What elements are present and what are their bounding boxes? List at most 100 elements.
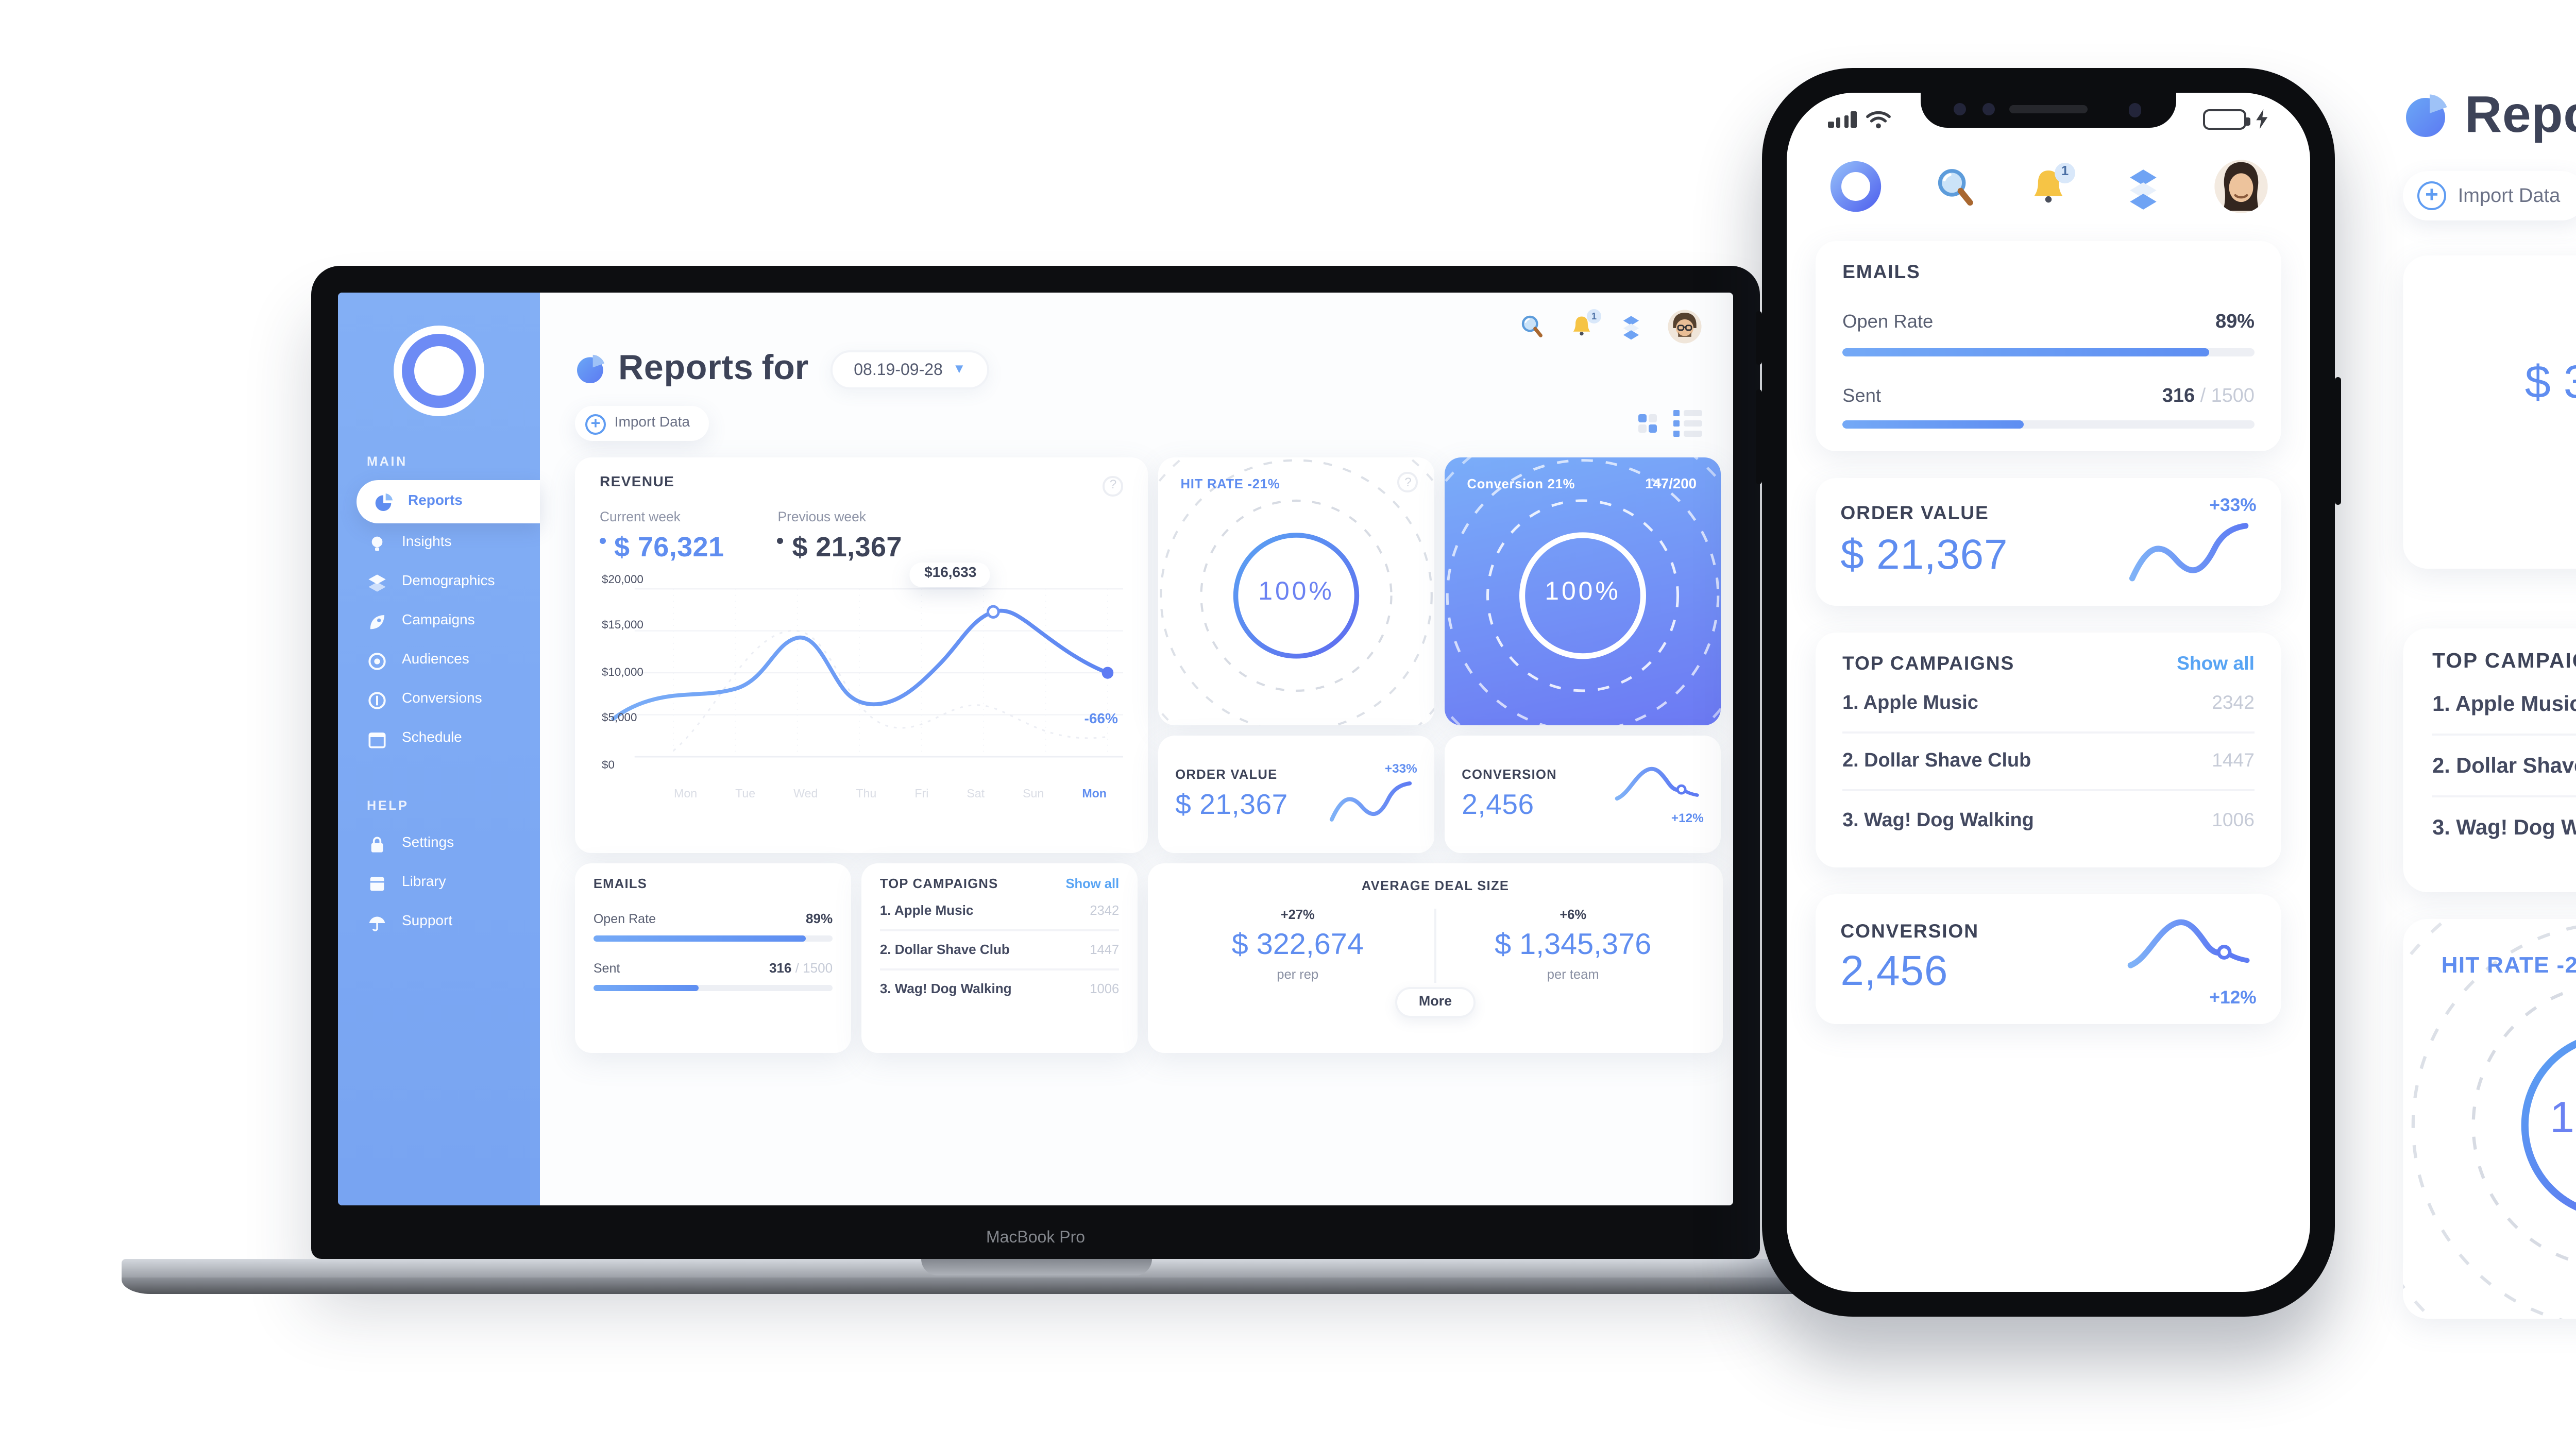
date-range-value: 08.19-09-28 [854,360,943,378]
page-title: Reports [2465,86,2576,143]
sidebar-item-reports[interactable]: Reports [357,480,540,523]
sidebar-item-schedule[interactable]: Schedule [338,719,540,758]
help-icon[interactable]: ? [1398,472,1418,492]
open-rate-progress [593,935,833,942]
import-data-button[interactable]: + Import Data [2403,171,2576,220]
top-campaigns-title: TOP CAMPAIGNS [879,878,998,893]
sidebar-item-insights[interactable]: Insights [338,523,540,563]
sent-progress [593,985,833,991]
more-button[interactable]: More [1396,987,1475,1017]
target-icon [367,650,387,671]
sent-progress [1842,421,2255,430]
lock-icon [367,833,387,854]
sidebar-item-demographics[interactable]: Demographics [338,563,540,602]
open-rate-label: Open Rate [1842,311,1934,332]
sparkline-wave [2129,523,2248,582]
sidebar-item-label: Campaigns [402,614,475,628]
panel-toolbar: + Import Data [2403,171,2576,220]
previous-week-value: $ 21,367 [792,531,902,562]
order-value-amount: $ 21,367 [1175,788,1288,820]
toolbar: + Import Data [575,406,1702,441]
sidebar-item-library[interactable]: Library [338,863,540,902]
sidebar-item-campaigns[interactable]: Campaigns [338,602,540,641]
search-icon[interactable] [1519,312,1546,339]
pie-chart-icon [577,354,605,383]
laptop-screen: MAIN Reports Insights Demographics [338,293,1733,1205]
cards-grid: REVENUE ? Current week $ 76,321 Previous… [575,457,1723,853]
top-campaigns-card: TOP CAMPAIGNS Show all 1. Apple Music234… [2403,628,2576,892]
conversion-amount: 2,456 [1462,788,1534,820]
legend-dot-previous [777,537,784,543]
search-icon[interactable] [1932,164,1977,209]
order-value-delta: +33% [1384,761,1417,776]
previous-week-label: Previous week [777,510,866,525]
wifi-icon [1866,111,1891,129]
user-avatar[interactable] [1667,308,1702,343]
phone-notch [1921,93,2176,128]
revenue-chart-svg [611,587,1123,757]
top-campaigns-title: TOP CAMPAIGNS [1842,654,2015,675]
phone-button [1756,389,1762,484]
help-icon[interactable]: ? [1103,476,1123,496]
view-toggles [1637,410,1702,437]
emails-card: EMAILS Open Rate 89% Sent 316 / 1500 [1816,241,2281,451]
avg-deal-per-rep: +27% $ 322,674 per rep [1231,909,1364,982]
page-title-row: Reports for 08.19-09-28 ▼ [575,348,1723,389]
hit-rate-card: HIT RATE -21% 100% [2403,919,2576,1319]
sidebar-item-support[interactable]: Support [338,902,540,942]
iphone-mockup: 1 EMAILS Open Rate 89% Sent 316 / 1500 [1756,68,2341,1317]
phone-status-bar [1787,93,2310,130]
revenue-line-chart: $20,000 $15,000 $10,000 $5,000 $0 $16,63… [600,561,1123,801]
radial-rings [1158,457,1434,725]
chart-tooltip: $16,633 [910,561,991,587]
layers-stack-icon[interactable] [1618,312,1645,339]
conversion-title: CONVERSION [1840,921,1979,942]
open-rate-value: 89% [806,912,833,927]
sidebar-item-settings[interactable]: Settings [338,824,540,863]
hit-rate-value: 100% [2550,1093,2576,1143]
avg-deal-per-rep: +27% $ 322,674 per rep [2524,357,2576,409]
emails-title: EMAILS [593,878,648,893]
average-deal-size-card: AVERAGE DEAL SIZE +27% $ 322,674 per rep… [1148,863,1723,1053]
conversion-ratio: 147/200 [1645,479,1697,493]
sidebar-item-label: Reports [408,495,463,509]
x-label: Fri [914,788,929,801]
coin-icon [367,689,387,710]
sidebar-item-conversions[interactable]: Conversions [338,680,540,719]
notifications-bell-icon[interactable]: 1 [1568,308,1601,339]
phone-button [1756,311,1762,365]
sidebar-item-label: Support [402,915,453,929]
notifications-bell-icon[interactable]: 1 [2026,162,2075,209]
page-title-suffix: for [761,348,809,387]
y-tick: $20,000 [602,574,643,587]
sent-value: 316 / 1500 [769,961,833,976]
lightbulb-icon [367,533,387,553]
user-avatar[interactable] [2213,159,2269,214]
show-all-link[interactable]: Show all [2177,654,2255,675]
rocket-icon [367,611,387,632]
import-data-button[interactable]: + Import Data [575,406,709,441]
layers-stack-icon[interactable] [2120,164,2165,209]
conversion-kpi-card: CONVERSION 2,456 +12% [1816,895,2281,1024]
sidebar-item-audiences[interactable]: Audiences [338,641,540,680]
list-view-icon[interactable] [1673,410,1702,437]
order-value-card: ORDER VALUE $ 21,367 +33% [1816,477,2281,606]
laptop-bezel: MAIN Reports Insights Demographics [311,266,1760,1259]
macbook-mockup: MAIN Reports Insights Demographics [122,266,1950,1294]
y-tick: $10,000 [602,667,643,679]
phone-cards: EMAILS Open Rate 89% Sent 316 / 1500 [1787,214,2310,1024]
radial-rings [1445,457,1721,725]
date-range-picker[interactable]: 08.19-09-28 ▼ [831,349,989,388]
show-all-link[interactable]: Show all [1065,878,1120,893]
avg-deal-title: AVERAGE DEAL SIZE [1361,879,1510,894]
plus-icon: + [585,413,606,434]
grid-view-icon[interactable] [1637,414,1657,433]
order-value-amount: $ 21,367 [1840,531,2008,578]
open-rate-value: 89% [2215,311,2255,334]
hit-rate-title: HIT RATE -21% [2441,953,2576,978]
